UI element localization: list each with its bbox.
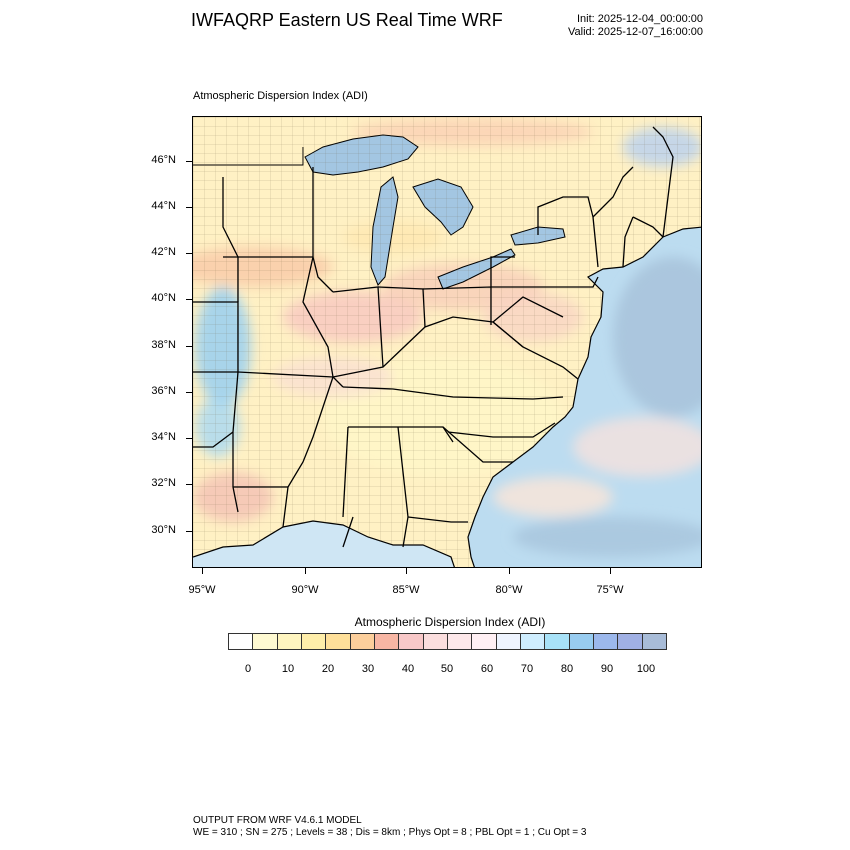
lat-tick: [186, 438, 192, 439]
colorbar-swatch: [568, 633, 594, 650]
colorbar-swatch: [349, 633, 375, 650]
lat-label: 30°N: [151, 524, 176, 536]
lat-tick: [186, 392, 192, 393]
lon-label: 90°W: [291, 584, 319, 596]
lat-tick: [186, 531, 192, 532]
lat-tick: [186, 161, 192, 162]
time-info: Init: 2025-12-04_00:00:00 Valid: 2025-12…: [555, 13, 703, 39]
lon-label: 95°W: [188, 584, 216, 596]
colorbar-label: 20: [321, 663, 335, 675]
county-lines: [193, 117, 701, 567]
gulf-of-mexico: [193, 521, 455, 567]
colorbar-swatch: [641, 633, 667, 650]
colorbar-label: 40: [401, 663, 415, 675]
lon-tick: [406, 568, 407, 574]
colorbar-swatch: [447, 633, 473, 650]
colorbar-label: 30: [361, 663, 375, 675]
colorbar-label: 70: [520, 663, 534, 675]
lat-label: 44°N: [151, 200, 176, 212]
lat-label: 40°N: [151, 292, 176, 304]
colorbar-swatch: [228, 633, 254, 650]
colorbar-swatch: [325, 633, 351, 650]
lat-label: 42°N: [151, 246, 176, 258]
init-time: Init: 2025-12-04_00:00:00: [577, 13, 703, 25]
colorbar-label: 0: [244, 663, 252, 675]
lat-label: 46°N: [151, 154, 176, 166]
colorbar-swatch: [617, 633, 643, 650]
lon-label: 80°W: [495, 584, 523, 596]
lat-tick: [186, 346, 192, 347]
colorbar-swatch: [495, 633, 521, 650]
lon-tick: [509, 568, 510, 574]
colorbar-swatch: [252, 633, 278, 650]
map-svg: [193, 117, 701, 567]
lat-label: 34°N: [151, 431, 176, 443]
colorbar-label: 50: [440, 663, 454, 675]
lon-label: 85°W: [392, 584, 420, 596]
lat-tick: [186, 484, 192, 485]
colorbar-swatch: [544, 633, 570, 650]
adi-map: [192, 116, 702, 568]
colorbar-label: 90: [600, 663, 614, 675]
lat-tick: [186, 299, 192, 300]
page-title: IWFAQRP Eastern US Real Time WRF: [191, 10, 503, 30]
colorbar-label: 100: [636, 663, 656, 675]
colorbar-swatch: [301, 633, 327, 650]
model-line-1: OUTPUT FROM WRF V4.6.1 MODEL: [193, 815, 362, 826]
lon-tick: [610, 568, 611, 574]
lat-tick: [186, 207, 192, 208]
model-line-2: WE = 310 ; SN = 275 ; Levels = 38 ; Dis …: [193, 827, 587, 838]
lat-label: 36°N: [151, 385, 176, 397]
colorbar-label: 60: [480, 663, 494, 675]
lon-tick: [305, 568, 306, 574]
colorbar-swatch: [593, 633, 619, 650]
model-info: OUTPUT FROM WRF V4.6.1 MODEL WE = 310 ; …: [193, 815, 586, 839]
lat-label: 32°N: [151, 477, 176, 489]
lat-label: 38°N: [151, 339, 176, 351]
lon-label: 75°W: [596, 584, 624, 596]
lon-tick: [202, 568, 203, 574]
colorbar-swatch: [276, 633, 302, 650]
colorbar-label: 10: [281, 663, 295, 675]
colorbar-label: 80: [560, 663, 574, 675]
lat-tick: [186, 253, 192, 254]
colorbar-swatch: [422, 633, 448, 650]
colorbar-swatch: [374, 633, 400, 650]
colorbar-swatch: [398, 633, 424, 650]
valid-time: Valid: 2025-12-07_16:00:00: [568, 26, 703, 38]
colorbar-swatch: [520, 633, 546, 650]
colorbar-title: Atmospheric Dispersion Index (ADI): [354, 615, 546, 629]
state-boundaries: [193, 126, 674, 548]
colorbar-swatch: [471, 633, 497, 650]
plot-title: Atmospheric Dispersion Index (ADI): [193, 90, 368, 102]
